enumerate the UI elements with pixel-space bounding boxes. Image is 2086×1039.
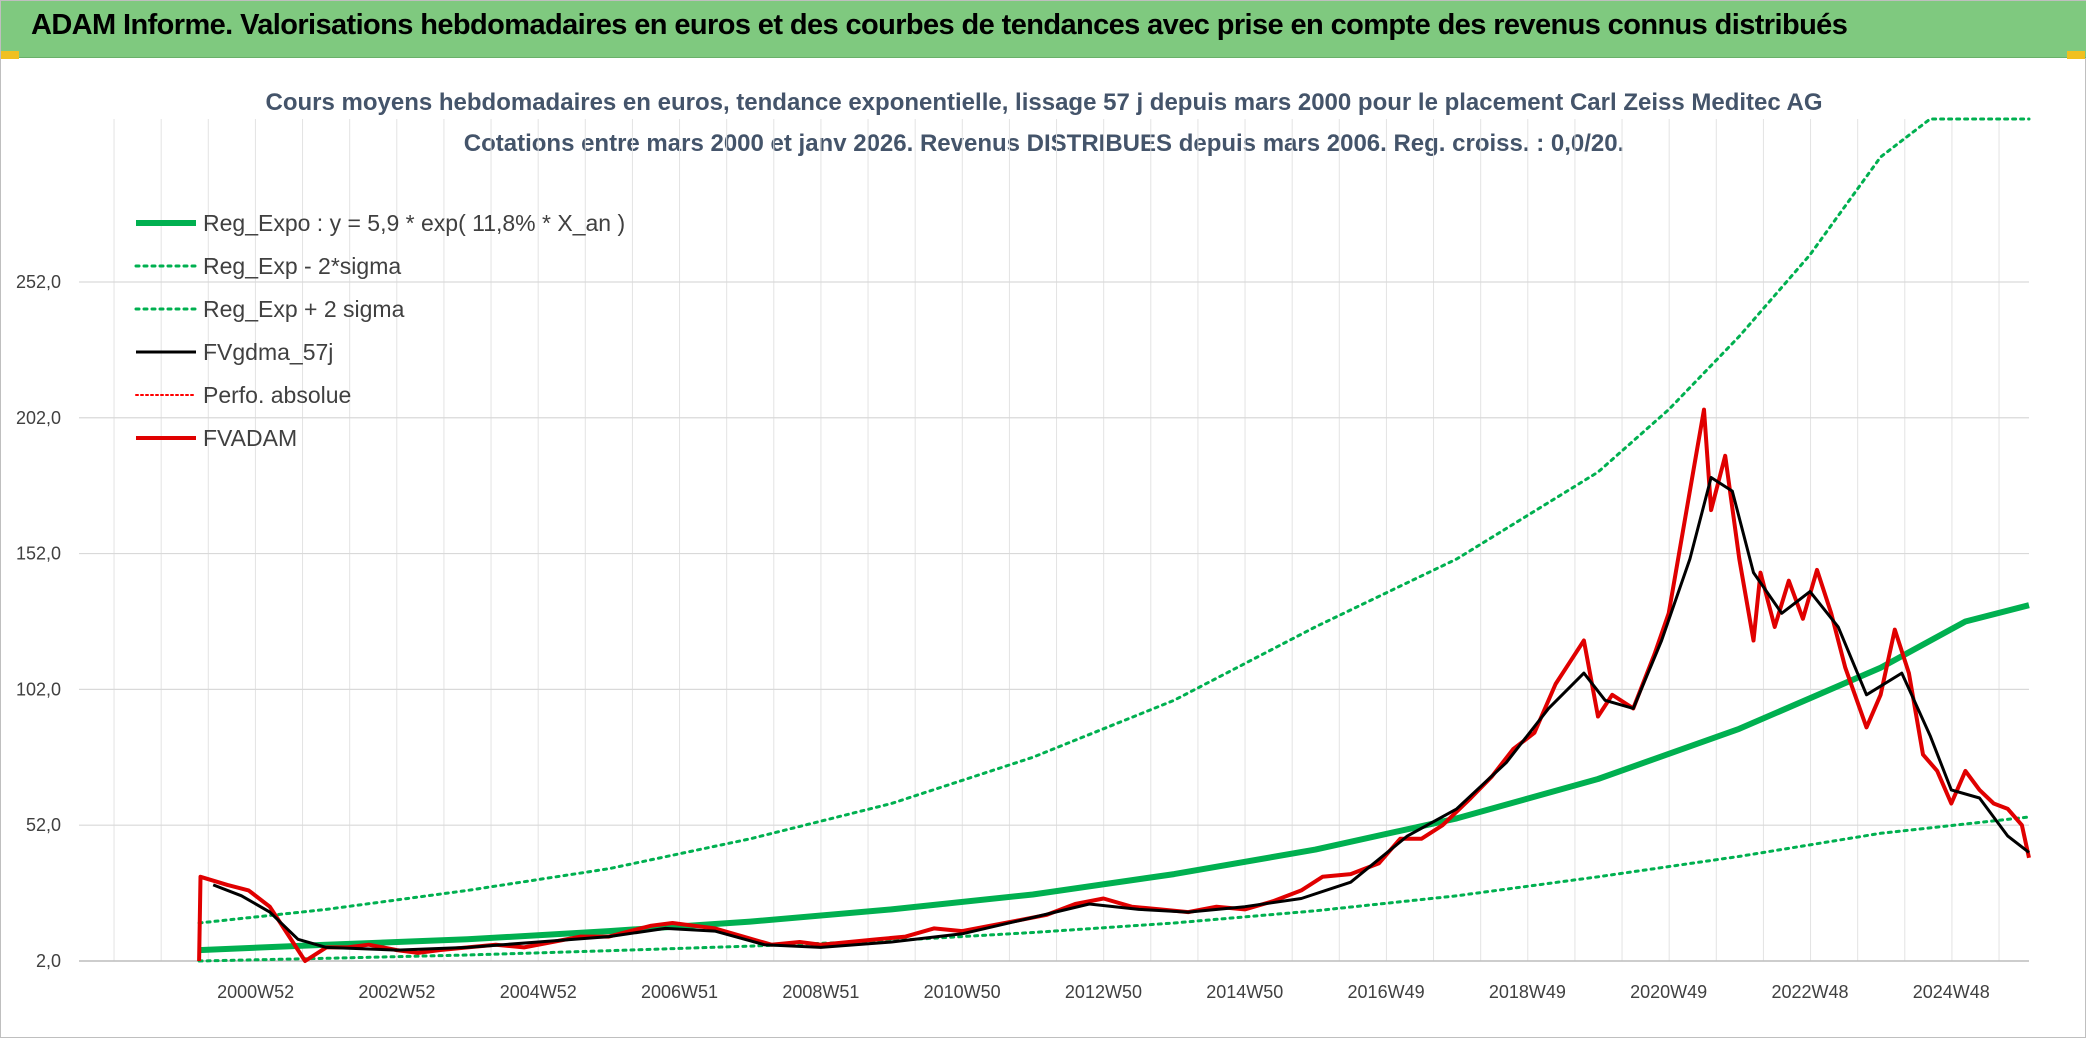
- y-tick-label: 202,0: [16, 408, 61, 428]
- x-tick-label: 2004W52: [500, 982, 577, 1002]
- plot-area: [197, 117, 2031, 963]
- report-banner: ADAM Informe. Valorisations hebdomadaire…: [1, 1, 2086, 58]
- series-line-2: [197, 117, 2031, 925]
- y-tick-label: 52,0: [26, 815, 61, 835]
- corner-marker-right: [2067, 51, 2085, 59]
- x-tick-label: 2016W49: [1348, 982, 1425, 1002]
- y-tick-label: 2,0: [36, 951, 61, 971]
- series-line-1: [197, 815, 2031, 963]
- x-tick-label: 2020W49: [1630, 982, 1707, 1002]
- series-line-3: [212, 476, 2030, 952]
- y-tick-label: 102,0: [16, 679, 61, 699]
- chart-legend: Reg_Expo : y = 5,9 * exp( 11,8% * X_an )…: [134, 210, 625, 451]
- series-line-0: [198, 602, 2030, 954]
- legend-label: Reg_Exp + 2 sigma: [203, 296, 405, 322]
- corner-marker-left: [1, 51, 19, 59]
- x-axis: 2000W52 2002W52 2004W52 2006W51 2008W51 2010W…: [79, 960, 2029, 1002]
- x-tick-label: 2002W52: [358, 982, 435, 1002]
- legend-label: FVADAM: [203, 425, 297, 451]
- x-tick-label: 2022W48: [1771, 982, 1848, 1002]
- legend-label: Perfo. absolue: [203, 382, 351, 408]
- series-line-5: [197, 407, 2031, 963]
- x-tick-label: 2018W49: [1489, 982, 1566, 1002]
- chart-title-line2: Cotations entre mars 2000 et janv 2026. …: [464, 130, 1625, 157]
- y-tick-label: 152,0: [16, 544, 61, 564]
- legend-label: Reg_Exp - 2*sigma: [203, 253, 401, 279]
- legend-label: Reg_Expo : y = 5,9 * exp( 11,8% * X_an ): [203, 210, 625, 236]
- x-tick-label: 2012W50: [1065, 982, 1142, 1002]
- x-tick-label: 2008W51: [782, 982, 859, 1002]
- x-tick-label: 2014W50: [1206, 982, 1283, 1002]
- x-tick-label: 2010W50: [924, 982, 1001, 1002]
- y-axis: 2,0 52,0 102,0 152,0 202,0 252,0: [16, 272, 61, 971]
- x-tick-label: 2024W48: [1913, 982, 1990, 1002]
- chart-title-line1: Cours moyens hebdomadaires en euros, ten…: [266, 89, 1823, 116]
- x-tick-label: 2006W51: [641, 982, 718, 1002]
- banner-title: ADAM Informe. Valorisations hebdomadaire…: [31, 9, 1848, 41]
- x-tick-label: 2000W52: [217, 982, 294, 1002]
- y-tick-label: 252,0: [16, 272, 61, 292]
- legend-label: FVgdma_57j: [203, 339, 333, 365]
